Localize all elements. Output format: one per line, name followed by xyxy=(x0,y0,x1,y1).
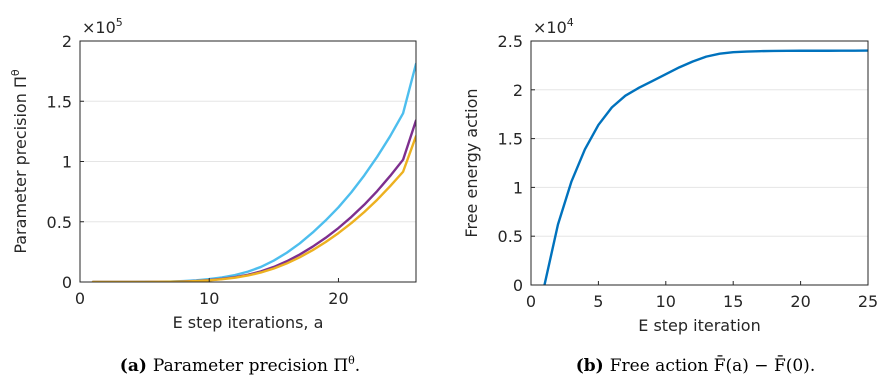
y-tick-label: 0 xyxy=(513,276,523,295)
series-line-1 xyxy=(543,49,868,285)
exponent-base-b: ×10 xyxy=(533,18,567,37)
caption-text-b: Free action F̄(a) − F̄(0). xyxy=(610,354,816,376)
caption-label-a: (a) xyxy=(120,356,147,376)
series-line-1 xyxy=(91,62,416,282)
x-tick-label: 10 xyxy=(656,292,676,311)
y-axis-label-b: Free energy action xyxy=(462,88,481,237)
y-axis-label-sup-a: θ xyxy=(9,69,22,76)
ticks-b: 0 0.5 1 1.5 2 2.5 0 5 10 15 20 25 xyxy=(498,32,879,311)
y-tick-label: 1.5 xyxy=(498,130,523,149)
exponent-power-b: 4 xyxy=(567,16,574,29)
y-tick-label: 1 xyxy=(513,178,523,197)
exponent-base-a: ×10 xyxy=(82,18,116,37)
ticks-a: 00.511.520 10 20 xyxy=(47,32,349,308)
caption-end-a: . xyxy=(355,356,360,376)
caption-sup-a: θ xyxy=(348,354,355,367)
exponent-label-a: ×105 xyxy=(82,16,123,37)
x-tick-label: 20 xyxy=(328,289,348,308)
y-axis-label-text-a: Parameter precision Π xyxy=(11,76,30,254)
grid-a xyxy=(80,100,416,223)
x-axis-label-b: E step iteration xyxy=(638,316,760,335)
y-tick-label: 0 xyxy=(62,273,72,292)
panel-b: 0 0.5 1 1.5 2 2.5 0 5 10 15 20 25 ×104 Free energy … xyxy=(462,16,878,376)
y-tick-label: 1 xyxy=(62,153,72,172)
y-axis-label-a: Parameter precision Πθ xyxy=(9,69,30,254)
x-tick-label: 0 xyxy=(526,292,536,311)
caption-text-a: Parameter precision Π xyxy=(153,356,348,376)
y-tick-label: 1.5 xyxy=(47,92,72,111)
exponent-power-a: 5 xyxy=(116,16,123,29)
x-tick-label: 10 xyxy=(199,289,219,308)
caption-b: (b) Free action F̄(a) − F̄(0). xyxy=(576,354,815,376)
plot-frame-b xyxy=(530,40,869,286)
y-tick-label: 2 xyxy=(513,81,523,100)
x-tick-label: 15 xyxy=(723,292,743,311)
series-group-b xyxy=(543,49,868,285)
panel-a: 00.511.520 10 20 ×105 Parameter precision … xyxy=(9,16,417,376)
x-tick-label: 0 xyxy=(75,289,85,308)
exponent-label-b: ×104 xyxy=(533,16,574,37)
series-line-2 xyxy=(91,119,416,282)
caption-a: (a) Parameter precision Πθ. xyxy=(120,354,360,376)
caption-label-b: (b) xyxy=(576,356,604,376)
grid-b xyxy=(531,89,868,237)
series-group-a xyxy=(91,62,416,282)
x-axis-label-a: E step iterations, a xyxy=(173,313,324,332)
y-tick-label: 0.5 xyxy=(498,227,523,246)
x-tick-label: 25 xyxy=(858,292,878,311)
x-tick-label: 5 xyxy=(593,292,603,311)
y-tick-label: 0.5 xyxy=(47,213,72,232)
x-tick-label: 20 xyxy=(790,292,810,311)
series-line-3 xyxy=(91,134,416,282)
y-tick-label: 2.5 xyxy=(498,32,523,51)
y-tick-label: 2 xyxy=(62,32,72,51)
